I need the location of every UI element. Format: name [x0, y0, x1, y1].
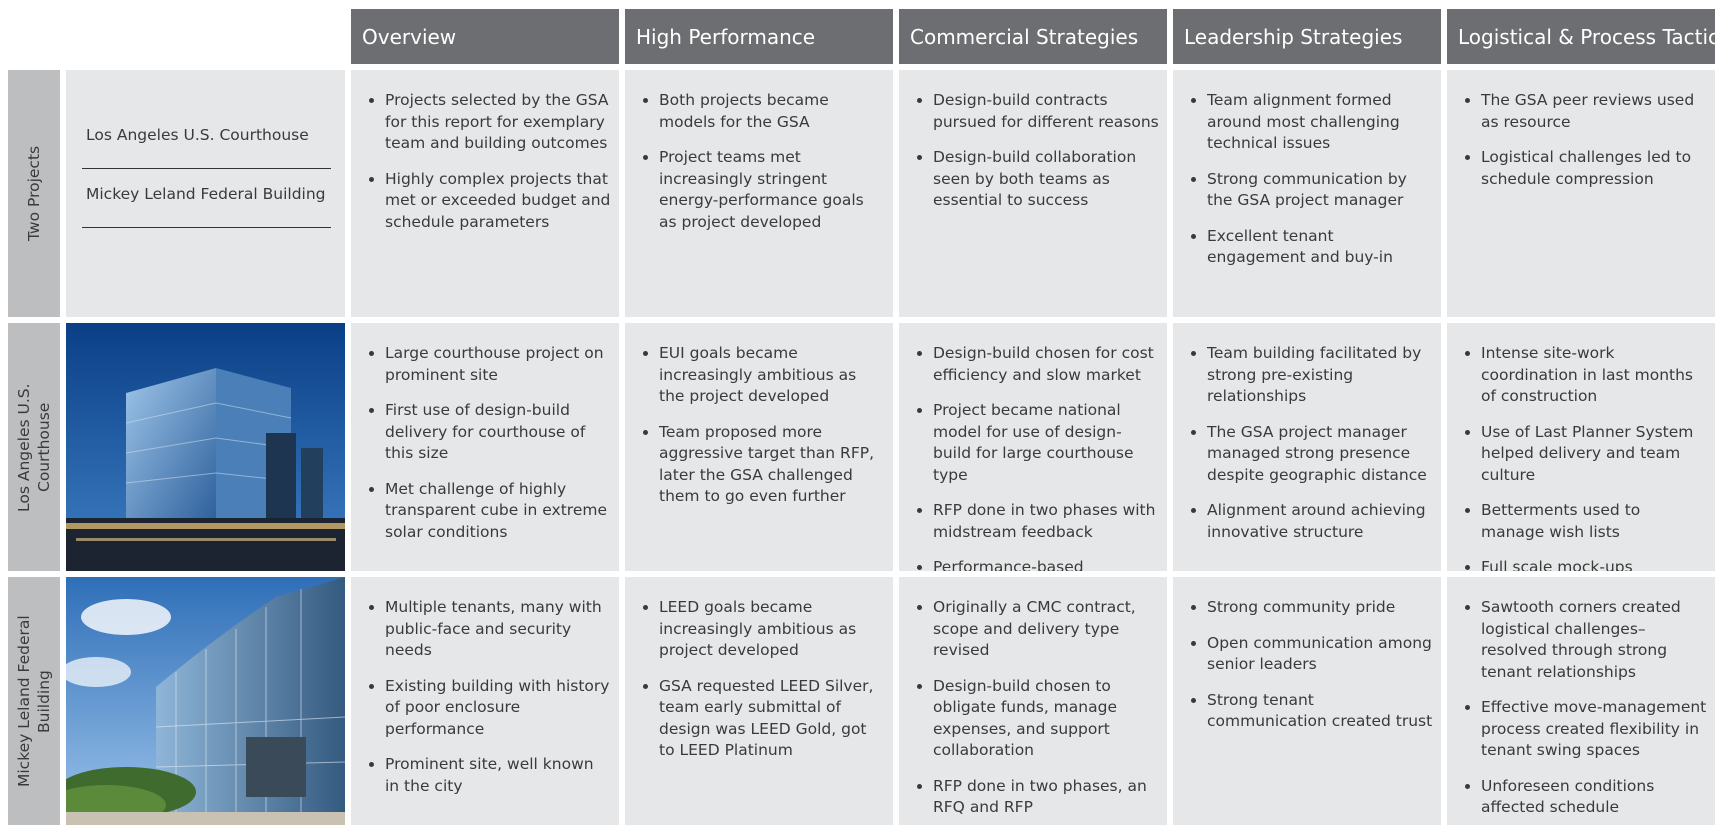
- bullet-item: The GSA peer reviews used as resource: [1481, 90, 1707, 133]
- project-names: Los Angeles U.S. Courthouse Mickey Leland…: [66, 70, 345, 317]
- bullet-item: Excellent tenant engagement and buy-in: [1207, 226, 1433, 269]
- bullet-list: Design-build chosen for cost efficiency …: [913, 343, 1159, 571]
- bullet-item: Design-build chosen for cost efficiency …: [933, 343, 1159, 386]
- bullet-item: Logistical challenges led to schedule co…: [1481, 147, 1707, 190]
- bullet-item: Project teams met increasingly stringent…: [659, 147, 885, 233]
- bullet-list: Both projects became models for the GSA P…: [639, 90, 885, 233]
- content-cell: Intense site-work coordination in last m…: [1447, 323, 1715, 571]
- bullet-item: Both projects became models for the GSA: [659, 90, 885, 133]
- bullet-item: GSA requested LEED Silver, team early su…: [659, 676, 885, 762]
- bullet-list: Originally a CMC contract, scope and del…: [913, 597, 1159, 819]
- bullet-item: Met challenge of highly transparent cube…: [385, 479, 611, 544]
- bullet-item: Team proposed more aggressive target tha…: [659, 422, 885, 508]
- photo: [66, 323, 345, 571]
- bullet-item: Originally a CMC contract, scope and del…: [933, 597, 1159, 662]
- content-cell: The GSA peer reviews used as resource Log…: [1447, 70, 1715, 317]
- row-label: Mickey Leland Federal Building: [15, 615, 53, 787]
- row-label-cell: Two Projects: [8, 70, 60, 317]
- bullet-item: RFP done in two phases with midstream fe…: [933, 500, 1159, 543]
- bullet-item: Prominent site, well known in the city: [385, 754, 611, 797]
- bullet-item: Sawtooth corners created logistical chal…: [1481, 597, 1707, 683]
- bullet-item: Design-build collaboration seen by both …: [933, 147, 1159, 212]
- column-header: High Performance: [625, 9, 893, 64]
- bullet-item: Intense site-work coordination in last m…: [1481, 343, 1707, 408]
- content-cell: Large courthouse project on prominent si…: [351, 323, 619, 571]
- bullet-list: EUI goals became increasingly ambitious …: [639, 343, 885, 508]
- bullet-list: Large courthouse project on prominent si…: [365, 343, 611, 543]
- column-header: Leadership Strategies: [1173, 9, 1441, 64]
- bullet-list: Intense site-work coordination in last m…: [1461, 343, 1707, 571]
- bullet-item: Design-build contracts pursued for diffe…: [933, 90, 1159, 133]
- content-cell: Originally a CMC contract, scope and del…: [899, 577, 1167, 825]
- bullet-item: Unforeseen conditions affected schedule: [1481, 776, 1707, 819]
- bullet-item: EUI goals became increasingly ambitious …: [659, 343, 885, 408]
- bullet-item: Team alignment formed around most challe…: [1207, 90, 1433, 155]
- bullet-item: Strong communication by the GSA project …: [1207, 169, 1433, 212]
- bullet-item: Team building facilitated by strong pre-…: [1207, 343, 1433, 408]
- bullet-item: Existing building with history of poor e…: [385, 676, 611, 741]
- bullet-list: Team alignment formed around most challe…: [1187, 90, 1433, 269]
- corner: [8, 9, 345, 64]
- project-name: Los Angeles U.S. Courthouse: [82, 110, 331, 169]
- bullet-list: Multiple tenants, many with public-face …: [365, 597, 611, 797]
- column-header: Logistical & Process Tactics: [1447, 9, 1715, 64]
- content-cell: EUI goals became increasingly ambitious …: [625, 323, 893, 571]
- column-header: Overview: [351, 9, 619, 64]
- content-cell: Strong community pride Open communication…: [1173, 577, 1441, 825]
- bullet-list: Design-build contracts pursued for diffe…: [913, 90, 1159, 212]
- bullet-item: Strong tenant communication created trus…: [1207, 690, 1433, 733]
- row-label: Two Projects: [25, 145, 43, 242]
- bullet-item: Full scale mock-ups: [1481, 557, 1707, 571]
- column-header: Commercial Strategies: [899, 9, 1167, 64]
- content-cell: LEED goals became increasingly ambitious…: [625, 577, 893, 825]
- row-label-cell: Mickey Leland Federal Building: [8, 577, 60, 825]
- bullet-list: The GSA peer reviews used as resource Log…: [1461, 90, 1707, 190]
- bullet-item: Design-build chosen to obligate funds, m…: [933, 676, 1159, 762]
- bullet-list: Strong community pride Open communication…: [1187, 597, 1433, 733]
- bullet-list: Projects selected by the GSA for this re…: [365, 90, 611, 233]
- bullet-item: Effective move-management process create…: [1481, 697, 1707, 762]
- content-cell: Multiple tenants, many with public-face …: [351, 577, 619, 825]
- content-cell: Team building facilitated by strong pre-…: [1173, 323, 1441, 571]
- bullet-item: RFP done in two phases, an RFQ and RFP: [933, 776, 1159, 819]
- bullet-list: LEED goals became increasingly ambitious…: [639, 597, 885, 762]
- bullet-item: Projects selected by the GSA for this re…: [385, 90, 611, 155]
- bullet-item: Highly complex projects that met or exce…: [385, 169, 611, 234]
- project-name: Mickey Leland Federal Building: [82, 169, 331, 228]
- content-cell: Sawtooth corners created logistical chal…: [1447, 577, 1715, 825]
- content-cell: Projects selected by the GSA for this re…: [351, 70, 619, 317]
- bullet-list: Team building facilitated by strong pre-…: [1187, 343, 1433, 543]
- bullet-item: Large courthouse project on prominent si…: [385, 343, 611, 386]
- bullet-item: Multiple tenants, many with public-face …: [385, 597, 611, 662]
- content-cell: Design-build chosen for cost efficiency …: [899, 323, 1167, 571]
- bullet-item: Open communication among senior leaders: [1207, 633, 1433, 676]
- bullet-item: Use of Last Planner System helped delive…: [1481, 422, 1707, 487]
- row-label: Los Angeles U.S. Courthouse: [15, 382, 53, 512]
- content-cell: Both projects became models for the GSA P…: [625, 70, 893, 317]
- bullet-list: Sawtooth corners created logistical chal…: [1461, 597, 1707, 819]
- photo-cell: [66, 577, 345, 825]
- photo-cell: [66, 323, 345, 571]
- photo: [66, 577, 345, 825]
- bullet-item: First use of design-build delivery for c…: [385, 400, 611, 465]
- content-cell: Design-build contracts pursued for diffe…: [899, 70, 1167, 317]
- content-cell: Team alignment formed around most challe…: [1173, 70, 1441, 317]
- row-label-cell: Los Angeles U.S. Courthouse: [8, 323, 60, 571]
- bullet-item: Strong community pride: [1207, 597, 1433, 619]
- bullet-item: The GSA project manager managed strong p…: [1207, 422, 1433, 487]
- bullet-item: Alignment around achieving innovative st…: [1207, 500, 1433, 543]
- bullet-item: LEED goals became increasingly ambitious…: [659, 597, 885, 662]
- bullet-item: Project became national model for use of…: [933, 400, 1159, 486]
- bullet-item: Performance-based incentives used: [933, 557, 1159, 571]
- bullet-item: Betterments used to manage wish lists: [1481, 500, 1707, 543]
